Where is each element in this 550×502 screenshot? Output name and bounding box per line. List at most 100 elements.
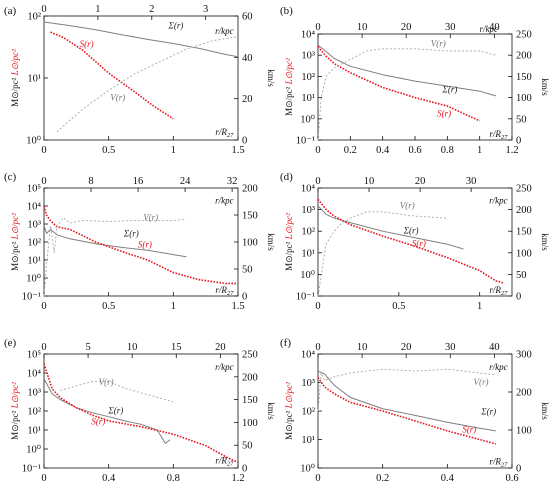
s-label: S(r) [412, 238, 426, 248]
right-tick-label: 0 [242, 136, 247, 147]
left-tick-label: 10⁰ [300, 463, 316, 475]
top-tick-label: 10 [364, 176, 375, 187]
left-tick-label: 10⁻¹ [22, 292, 41, 303]
top-tick-label: 2 [149, 4, 154, 15]
bottom-axis-title: r/R27 [215, 455, 234, 467]
panel-tag: (a) [4, 5, 17, 17]
left-tick-label: 10² [301, 72, 315, 83]
left-tick-label: 10⁴ [301, 350, 316, 361]
panel-d: (d)0 0.5 10 10 20 3010⁻¹10⁰10¹10²10³10⁴050100… [280, 171, 550, 312]
top-tick-label: 20 [415, 176, 426, 187]
right-tick-label: 0 [242, 292, 247, 303]
left-tick-label: 10¹ [27, 426, 41, 437]
right-tick-label: 200 [242, 372, 258, 383]
top-tick-label: 30 [466, 176, 477, 187]
right-tick-label: 0 [516, 136, 521, 147]
top-tick-label: 30 [445, 22, 456, 33]
sigma-series-line [43, 21, 239, 58]
v-label: V(r) [110, 92, 125, 102]
top-tick-label: 10 [357, 22, 368, 33]
left-tick-label: 10⁵ [27, 350, 42, 361]
left-tick-label: 10² [301, 407, 315, 418]
right-tick-label: 150 [516, 227, 532, 238]
v-label: V(r) [431, 39, 446, 49]
bottom-tick-label: 1.5 [231, 145, 244, 156]
top-tick-label: 24 [180, 176, 191, 187]
s-series-line [317, 46, 481, 122]
right-tick-label: 100 [516, 248, 532, 259]
right-tick-label: 100 [242, 418, 258, 429]
left-tick-label: 10⁰ [26, 135, 42, 147]
top-tick-label: 8 [88, 176, 93, 187]
right-tick-label: 250 [242, 350, 258, 361]
bottom-tick-label: 1.2 [505, 145, 518, 156]
top-tick-label: 0 [315, 342, 320, 353]
s-label: S(r) [462, 425, 476, 435]
left-tick-label: 10⁴ [27, 202, 42, 213]
bottom-tick-label: 0.4 [441, 473, 455, 484]
bottom-tick-label: 1.5 [231, 301, 244, 312]
top-tick-label: 20 [401, 22, 412, 33]
right-axis-title: km/s [540, 402, 550, 420]
left-tick-label: 10⁵ [27, 184, 42, 195]
left-tick-label: 10⁰ [300, 113, 316, 125]
v-label: V(r) [99, 377, 114, 387]
sigma-label: Σ(r) [441, 84, 457, 94]
s-label: S(r) [437, 109, 451, 119]
sigma-series-line [43, 225, 187, 258]
sigma-series-line [43, 378, 171, 445]
top-tick-label: 0 [315, 176, 320, 187]
top-axis-title: r/kpc [215, 362, 234, 372]
top-tick-label: 0 [41, 4, 46, 15]
plot-frame [43, 353, 239, 469]
v-label: V(r) [473, 377, 488, 387]
bottom-tick-label: 1.2 [231, 473, 244, 484]
bottom-tick-label: 0 [315, 145, 320, 156]
right-tick-label: 100 [516, 93, 532, 104]
left-tick-label: 10² [27, 407, 41, 418]
left-tick-label: 10¹ [301, 93, 315, 104]
left-tick-label: 10³ [301, 51, 315, 62]
panel-tag: (b) [280, 5, 293, 17]
top-tick-label: 40 [489, 22, 500, 33]
top-tick-label: 20 [215, 342, 226, 353]
v-series-line [60, 380, 174, 403]
bottom-tick-label: 0.6 [408, 145, 421, 156]
right-tick-label: 200 [516, 51, 532, 62]
right-axis-title: km/s [266, 233, 276, 251]
v-label: V(r) [143, 212, 158, 222]
top-tick-label: 0 [41, 176, 46, 187]
left-tick-label: 10⁴ [301, 30, 316, 41]
bottom-tick-label: 0.5 [392, 301, 405, 312]
top-tick-label: 40 [489, 342, 500, 353]
s-series-line [43, 205, 238, 285]
top-axis-title: r/kpc [489, 362, 508, 372]
right-tick-label: 20 [242, 94, 253, 105]
panel-e: (e)0 0.4 0.8 1.20 5 10 15 2010⁻¹10⁰10¹10²10³10⁴… [4, 337, 276, 484]
right-axis-title: km/s [266, 402, 276, 420]
panel-tag: (f) [280, 337, 291, 349]
left-axis-title: M⊙/pc² L⊙/pc² [10, 49, 20, 107]
top-axis-title: r/kpc [215, 26, 234, 36]
top-axis-title: r/kpc [489, 195, 508, 205]
v-series-line [43, 217, 187, 297]
top-tick-label: 10 [127, 342, 138, 353]
right-tick-label: 0 [516, 464, 521, 475]
bottom-tick-label: 1 [477, 301, 482, 312]
panel-tag: (d) [280, 171, 293, 183]
bottom-tick-label: 1 [477, 145, 482, 156]
bottom-tick-label: 1 [171, 145, 176, 156]
panel-f: (f)0 0.2 0.4 0.60 10 20 30 4010⁰10¹10²10³10⁴010… [280, 337, 550, 484]
top-tick-label: 16 [133, 176, 144, 187]
right-tick-label: 150 [516, 72, 532, 83]
bottom-axis-title: r/R27 [489, 457, 508, 469]
right-tick-label: 200 [242, 184, 258, 195]
right-axis-title: km/s [540, 78, 550, 96]
top-tick-label: 32 [227, 176, 238, 187]
bottom-tick-label: 0.4 [102, 473, 116, 484]
right-tick-label: 150 [242, 395, 258, 406]
s-series-line [317, 198, 505, 284]
bottom-tick-label: 0.8 [167, 473, 180, 484]
left-tick-label: 10¹ [301, 435, 315, 446]
